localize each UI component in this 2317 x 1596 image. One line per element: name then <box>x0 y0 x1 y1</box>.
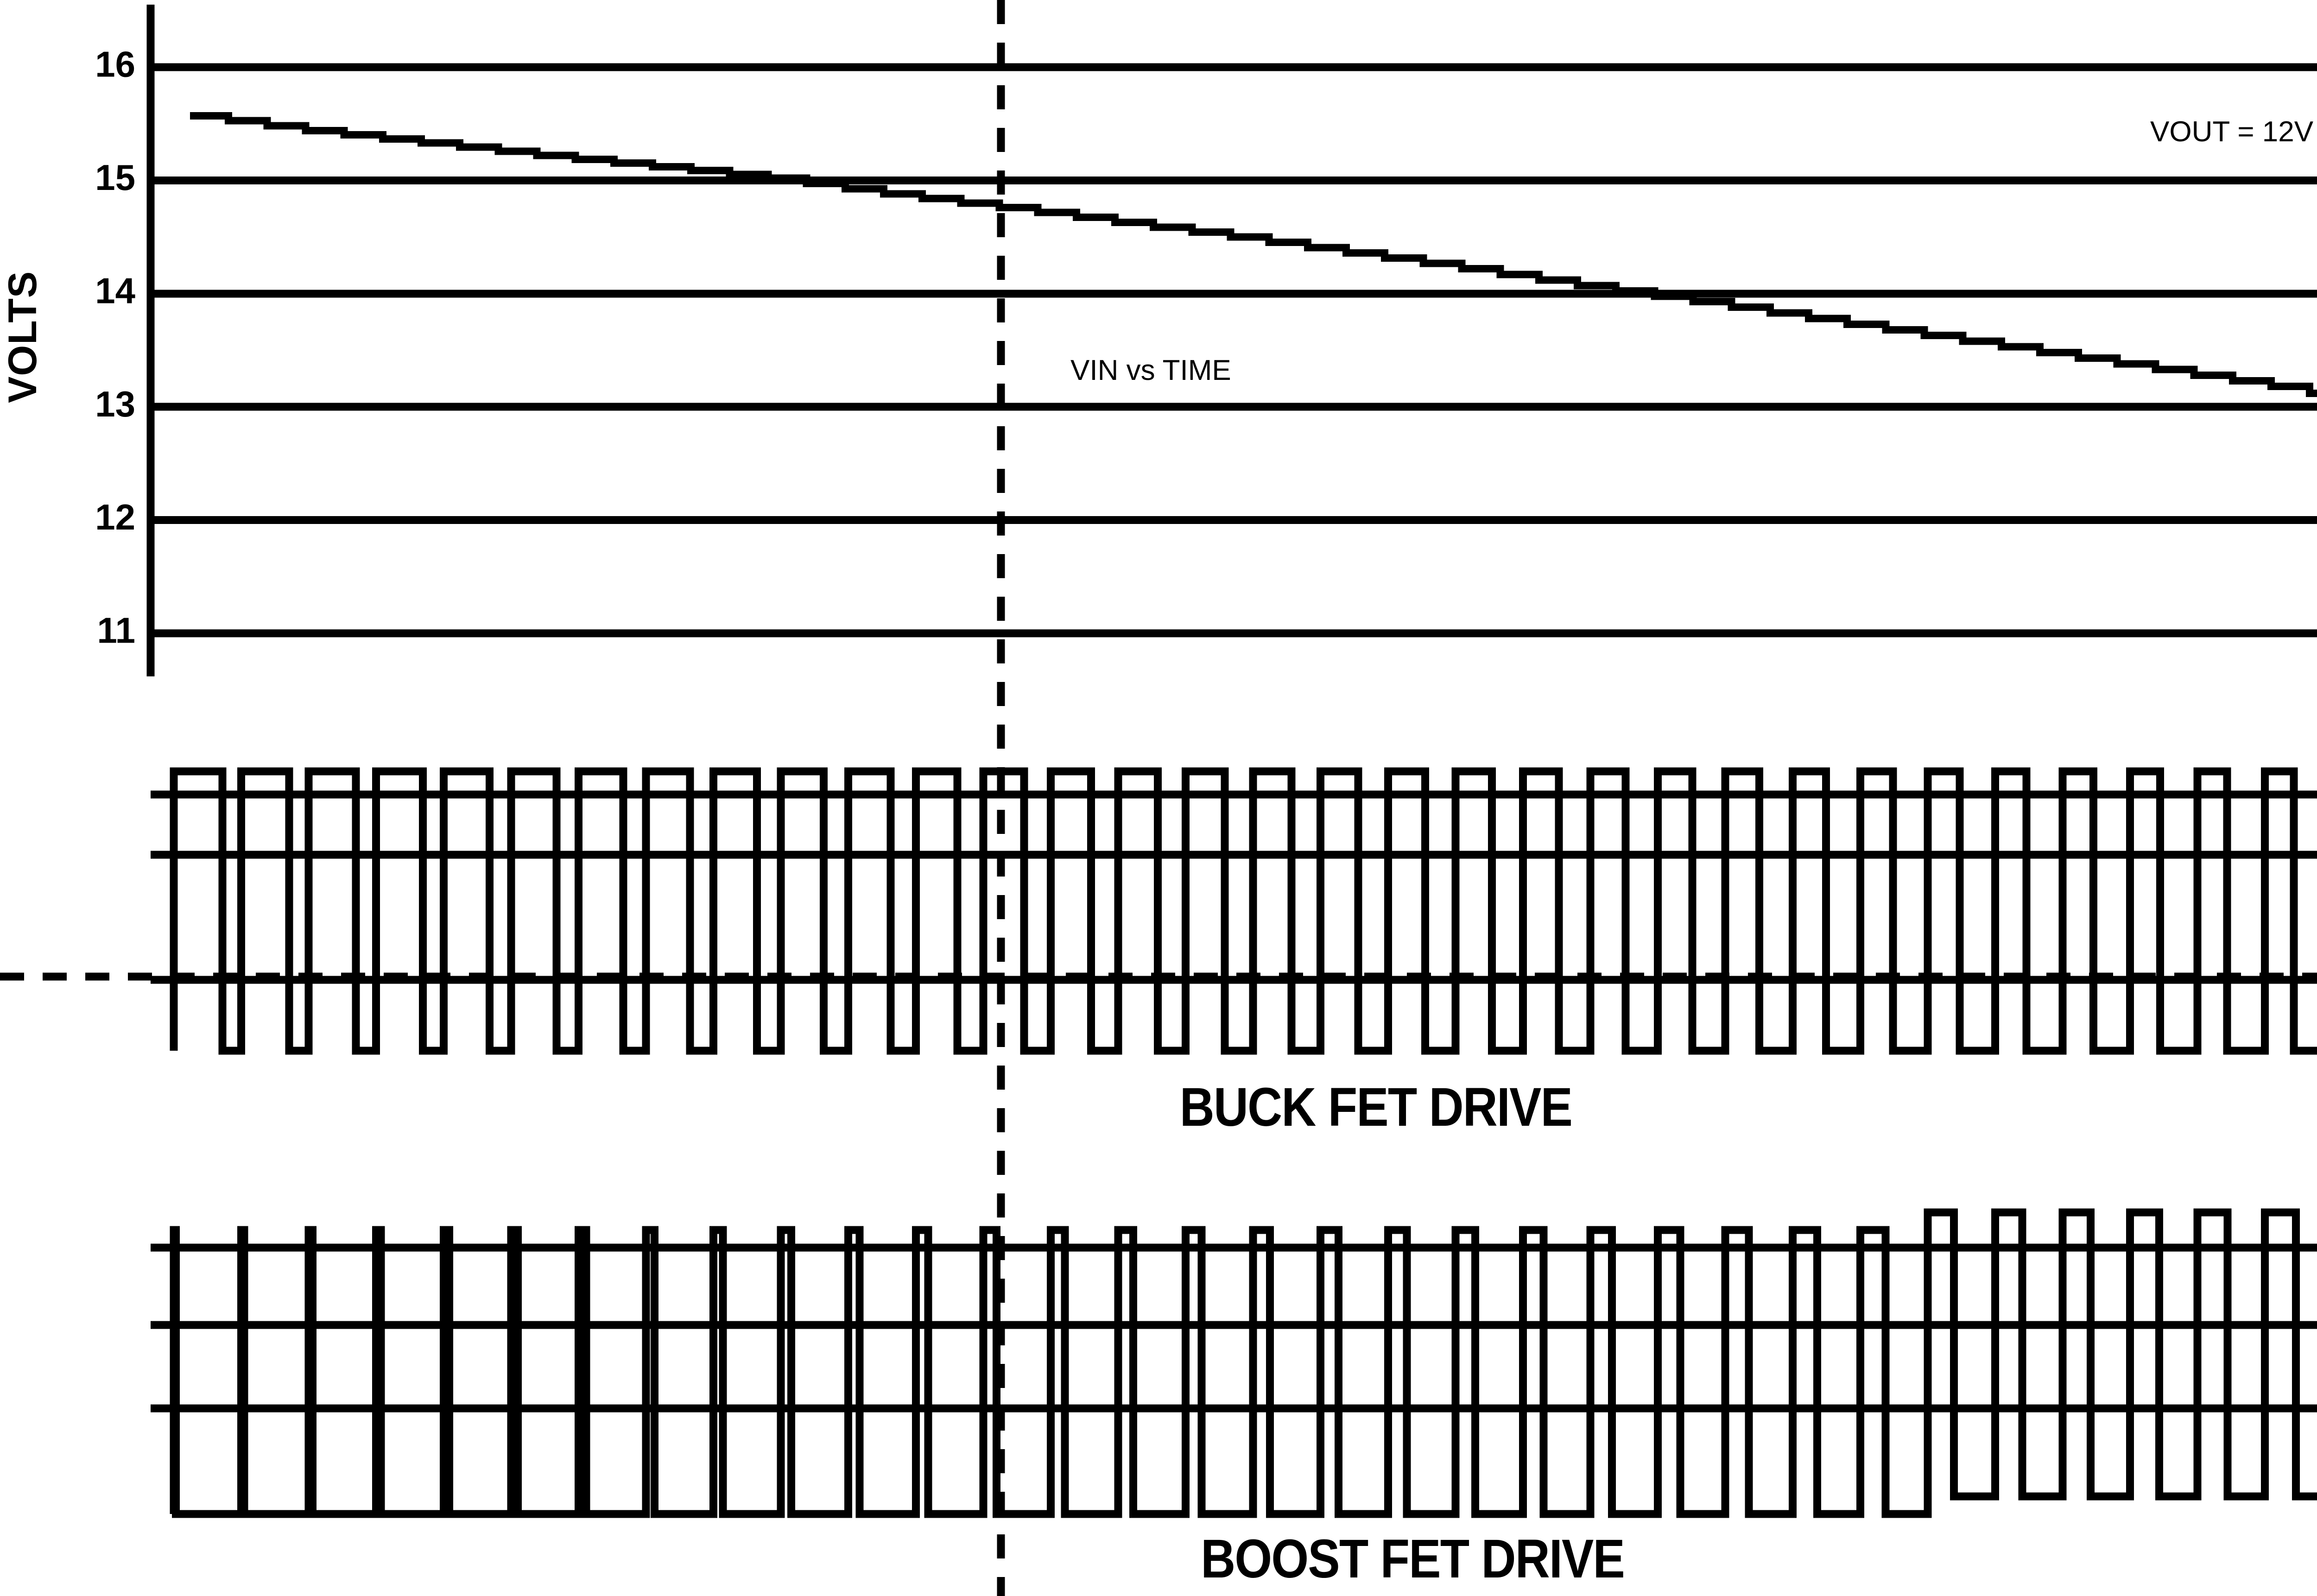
y-tick-label-16: 16 <box>95 44 135 85</box>
buck-pwm-trace <box>170 767 2317 1055</box>
y-tick-label-11: 11 <box>97 610 135 651</box>
boost-pwm-trace <box>170 1208 2317 1518</box>
buck-fet-drive-label: BUCK FET DRIVE <box>1180 1076 1572 1138</box>
y-tick-labels: 16 15 14 13 12 11 <box>95 44 135 651</box>
vin-gridlines <box>151 63 2317 637</box>
y-axis-title: VOLTS <box>0 271 45 403</box>
boost-gridlines <box>151 1243 2317 1413</box>
y-tick-label-12: 12 <box>95 497 135 537</box>
vin-trace-line <box>190 112 2317 397</box>
y-tick-label-13: 13 <box>95 384 135 424</box>
annotation-vout: VOUT = 12V <box>2150 116 2314 148</box>
annotation-vin-vs-time: VIN vs TIME <box>1070 354 1231 386</box>
boost-fet-drive-label: BOOST FET DRIVE <box>1201 1528 1624 1590</box>
y-tick-label-15: 15 <box>95 157 135 198</box>
y-tick-label-14: 14 <box>95 270 135 311</box>
